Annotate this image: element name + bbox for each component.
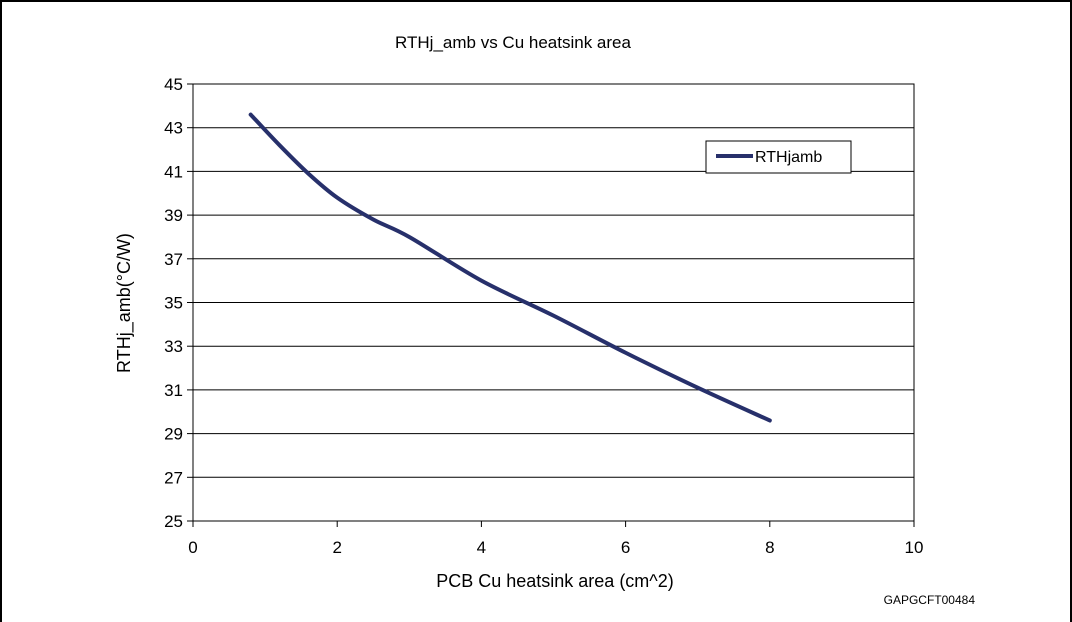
y-tick-label: 37 xyxy=(164,250,183,269)
y-tick-label: 45 xyxy=(164,75,183,94)
y-axis-title: RTHj_amb(°C/W) xyxy=(114,233,135,373)
y-tick-label: 31 xyxy=(164,381,183,400)
axes xyxy=(187,83,915,527)
y-tick-label: 43 xyxy=(164,119,183,138)
x-tick-label: 6 xyxy=(621,538,630,557)
x-tick-label: 2 xyxy=(332,538,341,557)
x-tick-label: 4 xyxy=(477,538,486,557)
legend: RTHjamb xyxy=(705,140,852,174)
tick-labels: 25 27 29 31 33 35 37 39 41 43 45 0 2 4 6 8 10 xyxy=(164,75,923,557)
y-tick-label: 35 xyxy=(164,294,183,313)
x-tick-label: 0 xyxy=(188,538,197,557)
x-tick-label: 8 xyxy=(765,538,774,557)
series-line-RTHjamb xyxy=(248,112,772,423)
y-tick-label: 39 xyxy=(164,206,183,225)
y-tick-label: 33 xyxy=(164,337,183,356)
y-tick-label: 41 xyxy=(164,162,183,181)
x-axis-title: PCB Cu heatsink area (cm^2) xyxy=(436,571,674,591)
chart-title: RTHj_amb vs Cu heatsink area xyxy=(395,33,631,52)
x-tick-label: 10 xyxy=(905,538,924,557)
figure-code: GAPGCFT00484 xyxy=(884,593,976,607)
series-lines xyxy=(248,112,772,423)
y-tick-label: 25 xyxy=(164,512,183,531)
y-tick-label: 27 xyxy=(164,468,183,487)
plot-area-border xyxy=(192,83,915,522)
y-tick-label: 29 xyxy=(164,425,183,444)
legend-label: RTHjamb xyxy=(755,149,822,166)
